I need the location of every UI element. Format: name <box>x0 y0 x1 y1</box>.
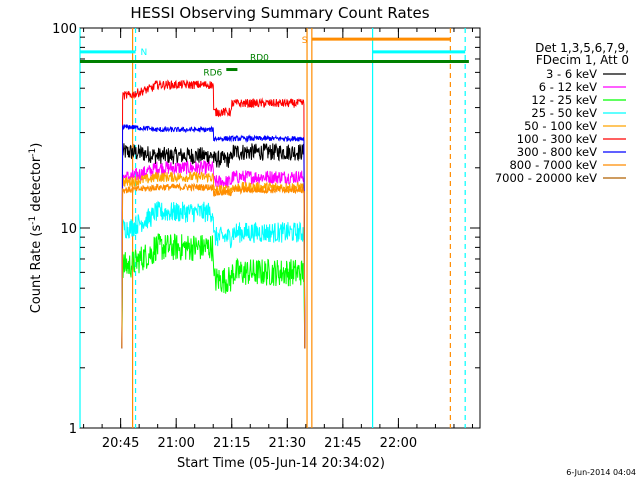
plot-frame <box>79 27 481 429</box>
y-axis-label-end: ) <box>29 143 44 148</box>
flag-label: S <box>302 36 308 46</box>
legend-header-1: Det 1,3,5,6,7,9, <box>535 41 629 55</box>
series-line <box>121 79 306 349</box>
x-tick-label: 20:45 <box>102 436 139 451</box>
y-axis: 1 10 100 <box>52 22 480 437</box>
series-line <box>121 160 306 349</box>
legend-label: 100 - 300 keV <box>517 132 597 146</box>
x-tick-label: 21:30 <box>269 436 306 451</box>
y-tick-label: 1 <box>69 422 77 437</box>
y-tick-label: 10 <box>60 222 77 237</box>
series-line <box>121 171 306 349</box>
legend-label: 800 - 7000 keV <box>509 158 597 172</box>
footer-timestamp: 6-Jun-2014 04:04 <box>566 468 636 477</box>
legend-label: 25 - 50 keV <box>531 106 597 120</box>
flag-label: RD6 <box>203 69 222 79</box>
x-tick-label: 21:15 <box>213 436 250 451</box>
legend-label: 50 - 100 keV <box>524 119 597 133</box>
legend: Det 1,3,5,6,7,9, FDecim 1, Att 0 3 - 6 k… <box>495 41 629 185</box>
series-line <box>121 124 306 349</box>
y-tick-label: 100 <box>52 22 77 37</box>
y-axis-label: Count Rate (s-1 detector-1) <box>28 143 44 314</box>
series-group <box>121 79 306 349</box>
legend-header-2: FDecim 1, Att 0 <box>536 53 629 67</box>
y-axis-label-mid: detector <box>29 156 44 216</box>
x-tick-label: 22:00 <box>380 436 417 451</box>
y-axis-label-sup2: -1 <box>28 148 38 157</box>
x-tick-label: 21:00 <box>157 436 194 451</box>
flag-label: N <box>141 48 148 58</box>
series-line <box>121 200 306 349</box>
series-line <box>121 233 306 349</box>
series-line <box>121 143 306 349</box>
x-axis-label: Start Time (05-Jun-14 20:34:02) <box>177 456 385 471</box>
y-axis-label-base: Count Rate (s <box>29 225 44 314</box>
x-tick-label: 21:45 <box>324 436 361 451</box>
legend-label: 6 - 12 keV <box>539 80 597 94</box>
chart-title: HESSI Observing Summary Count Rates <box>130 4 429 22</box>
flag-bars: N S RD0 RD6 <box>80 36 469 79</box>
x-axis: 20:45 21:00 21:15 21:30 21:45 22:00 <box>83 28 473 451</box>
legend-label: 3 - 6 keV <box>546 67 597 81</box>
legend-label: 7000 - 20000 keV <box>495 171 597 185</box>
flag-label: RD0 <box>250 53 269 63</box>
y-axis-label-sup1: -1 <box>28 216 38 225</box>
series-line <box>121 182 306 349</box>
legend-label: 300 - 800 keV <box>517 145 597 159</box>
legend-label: 12 - 25 keV <box>531 93 597 107</box>
